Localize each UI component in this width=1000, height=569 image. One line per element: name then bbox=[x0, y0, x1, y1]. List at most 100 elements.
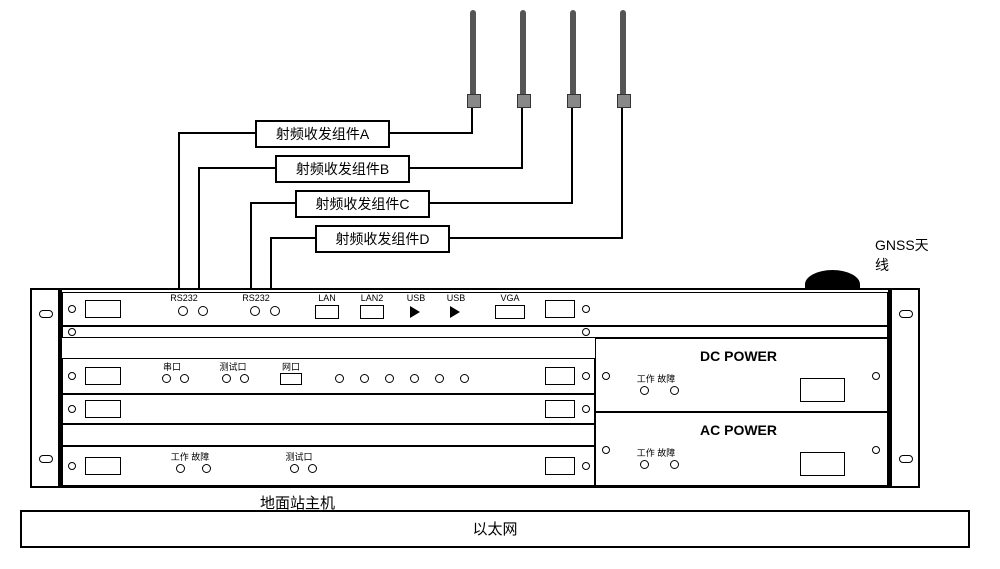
ethernet-bus: 以太网 bbox=[20, 510, 970, 548]
wire bbox=[198, 167, 275, 169]
blank-port bbox=[545, 300, 575, 318]
ac-socket bbox=[800, 452, 845, 476]
screw-icon bbox=[602, 372, 610, 380]
fault-led bbox=[670, 386, 679, 395]
rs232-port bbox=[250, 306, 260, 316]
rack-slot-blank bbox=[62, 424, 595, 446]
blank-port bbox=[545, 400, 575, 418]
port-label: VGA bbox=[494, 293, 526, 303]
screw-icon bbox=[582, 372, 590, 380]
wire bbox=[471, 108, 473, 134]
test-port bbox=[308, 464, 317, 473]
port-label: RS232 bbox=[166, 293, 202, 303]
work-led bbox=[640, 460, 649, 469]
rack-ear-left bbox=[30, 288, 60, 488]
blank-port bbox=[85, 400, 121, 418]
wire bbox=[621, 108, 623, 239]
rack-slot-4 bbox=[62, 394, 595, 424]
screw-icon bbox=[602, 446, 610, 454]
port-label: LAN2 bbox=[355, 293, 389, 303]
screw-icon bbox=[872, 372, 880, 380]
wire bbox=[390, 132, 473, 134]
work-led bbox=[176, 464, 185, 473]
rf-module-a: 射频收发组件A bbox=[255, 120, 390, 148]
port-label: 工作 故障 bbox=[164, 450, 216, 463]
screw-icon bbox=[582, 305, 590, 313]
fault-led bbox=[670, 460, 679, 469]
rf-module-d: 射频收发组件D bbox=[315, 225, 450, 253]
wire bbox=[521, 108, 523, 169]
blank-port bbox=[545, 457, 575, 475]
led bbox=[360, 374, 369, 383]
rack-ear-right bbox=[890, 288, 920, 488]
screw-icon bbox=[872, 446, 880, 454]
screw-icon bbox=[68, 305, 76, 313]
screw-icon bbox=[582, 462, 590, 470]
screw-icon bbox=[68, 372, 76, 380]
antenna-b bbox=[520, 10, 526, 100]
led bbox=[410, 374, 419, 383]
wire bbox=[270, 237, 315, 239]
test-port bbox=[240, 374, 249, 383]
dc-socket bbox=[800, 378, 845, 402]
wire bbox=[198, 167, 200, 308]
port-label: LAN bbox=[312, 293, 342, 303]
screw-icon bbox=[68, 328, 76, 336]
rf-module-b: 射频收发组件B bbox=[275, 155, 410, 183]
screw-icon bbox=[582, 405, 590, 413]
wire bbox=[250, 202, 295, 204]
rack-slot-3 bbox=[62, 358, 595, 394]
lan2-port bbox=[360, 305, 384, 319]
antenna-a bbox=[470, 10, 476, 100]
rs232-port bbox=[270, 306, 280, 316]
port-label: RS232 bbox=[238, 293, 274, 303]
usb-icon bbox=[450, 306, 460, 318]
wire bbox=[410, 167, 523, 169]
test-port bbox=[290, 464, 299, 473]
led bbox=[435, 374, 444, 383]
dc-power-title: DC POWER bbox=[700, 348, 777, 364]
gnss-label: GNSS天 线 bbox=[875, 235, 945, 275]
usb-icon bbox=[410, 306, 420, 318]
port-label: USB bbox=[402, 293, 430, 303]
port-label: 测试口 bbox=[280, 450, 318, 463]
serial-port bbox=[180, 374, 189, 383]
screw-icon bbox=[582, 328, 590, 336]
blank-port bbox=[85, 367, 121, 385]
vga-port bbox=[495, 305, 525, 319]
rs232-port bbox=[198, 306, 208, 316]
rack-slot-6 bbox=[62, 446, 595, 486]
led-labels: 工作 故障 bbox=[630, 372, 682, 385]
divider bbox=[888, 288, 890, 488]
test-port bbox=[222, 374, 231, 383]
led bbox=[335, 374, 344, 383]
port-label: USB bbox=[442, 293, 470, 303]
serial-port bbox=[162, 374, 171, 383]
fault-led bbox=[202, 464, 211, 473]
wire bbox=[178, 132, 180, 308]
screw-icon bbox=[68, 405, 76, 413]
wire bbox=[450, 237, 623, 239]
gnss-antenna-icon bbox=[805, 270, 860, 288]
antenna-d bbox=[620, 10, 626, 100]
ground-station-diagram: 射频收发组件A 射频收发组件B 射频收发组件C 射频收发组件D GNSS天 线 … bbox=[0, 0, 1000, 569]
antenna-c bbox=[570, 10, 576, 100]
ac-power-title: AC POWER bbox=[700, 422, 777, 438]
rf-module-c: 射频收发组件C bbox=[295, 190, 430, 218]
wire bbox=[571, 108, 573, 204]
led bbox=[460, 374, 469, 383]
led-labels: 工作 故障 bbox=[630, 446, 682, 459]
led bbox=[385, 374, 394, 383]
port-label: 网口 bbox=[276, 360, 306, 373]
blank-port bbox=[85, 300, 121, 318]
rs232-port bbox=[178, 306, 188, 316]
wire bbox=[430, 202, 573, 204]
rack-slot-2 bbox=[62, 326, 888, 338]
blank-port bbox=[545, 367, 575, 385]
port-label: 串口 bbox=[158, 360, 186, 373]
net-port bbox=[280, 373, 302, 385]
work-led bbox=[640, 386, 649, 395]
lan-port bbox=[315, 305, 339, 319]
port-label: 测试口 bbox=[214, 360, 252, 373]
screw-icon bbox=[68, 462, 76, 470]
